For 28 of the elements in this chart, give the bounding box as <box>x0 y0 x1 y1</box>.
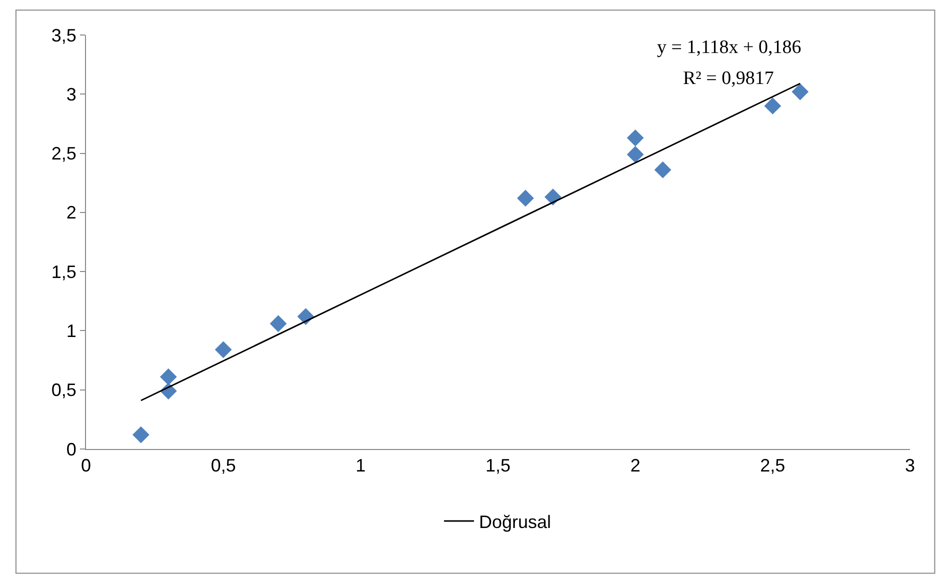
x-tick-label: 0,5 <box>210 456 236 476</box>
point <box>654 161 672 178</box>
x-tick-label: 3 <box>904 456 916 476</box>
y-tick-label: 3,5 <box>51 25 76 46</box>
x-tick-label: 2,5 <box>760 456 786 476</box>
point <box>517 190 534 207</box>
y-tick-label: 2,5 <box>51 144 76 164</box>
point <box>160 368 177 386</box>
y-tick-label: 0,5 <box>51 380 76 400</box>
legend-label: Doğrusal <box>479 512 552 532</box>
x-tick-label: 1,5 <box>485 456 511 476</box>
point <box>764 98 782 114</box>
y-tick-label: 3 <box>66 84 76 104</box>
y-tick-label: 2 <box>66 202 76 223</box>
annotation: R² = 0,9817 <box>683 68 774 89</box>
point <box>214 341 232 358</box>
x-tick-label: 1 <box>356 456 366 476</box>
y-tick-label: 1,5 <box>51 262 76 282</box>
x-tick-label: 2 <box>630 456 640 476</box>
point <box>626 129 644 146</box>
y-tick-label: 1 <box>66 321 76 342</box>
point <box>792 83 809 100</box>
point <box>626 146 644 163</box>
point <box>270 315 287 332</box>
y-tick-label: 0 <box>66 439 76 460</box>
annotation: y = 1,118x + 0,186 <box>657 37 802 58</box>
x-tick-label: 0 <box>80 456 92 476</box>
point <box>132 426 150 444</box>
